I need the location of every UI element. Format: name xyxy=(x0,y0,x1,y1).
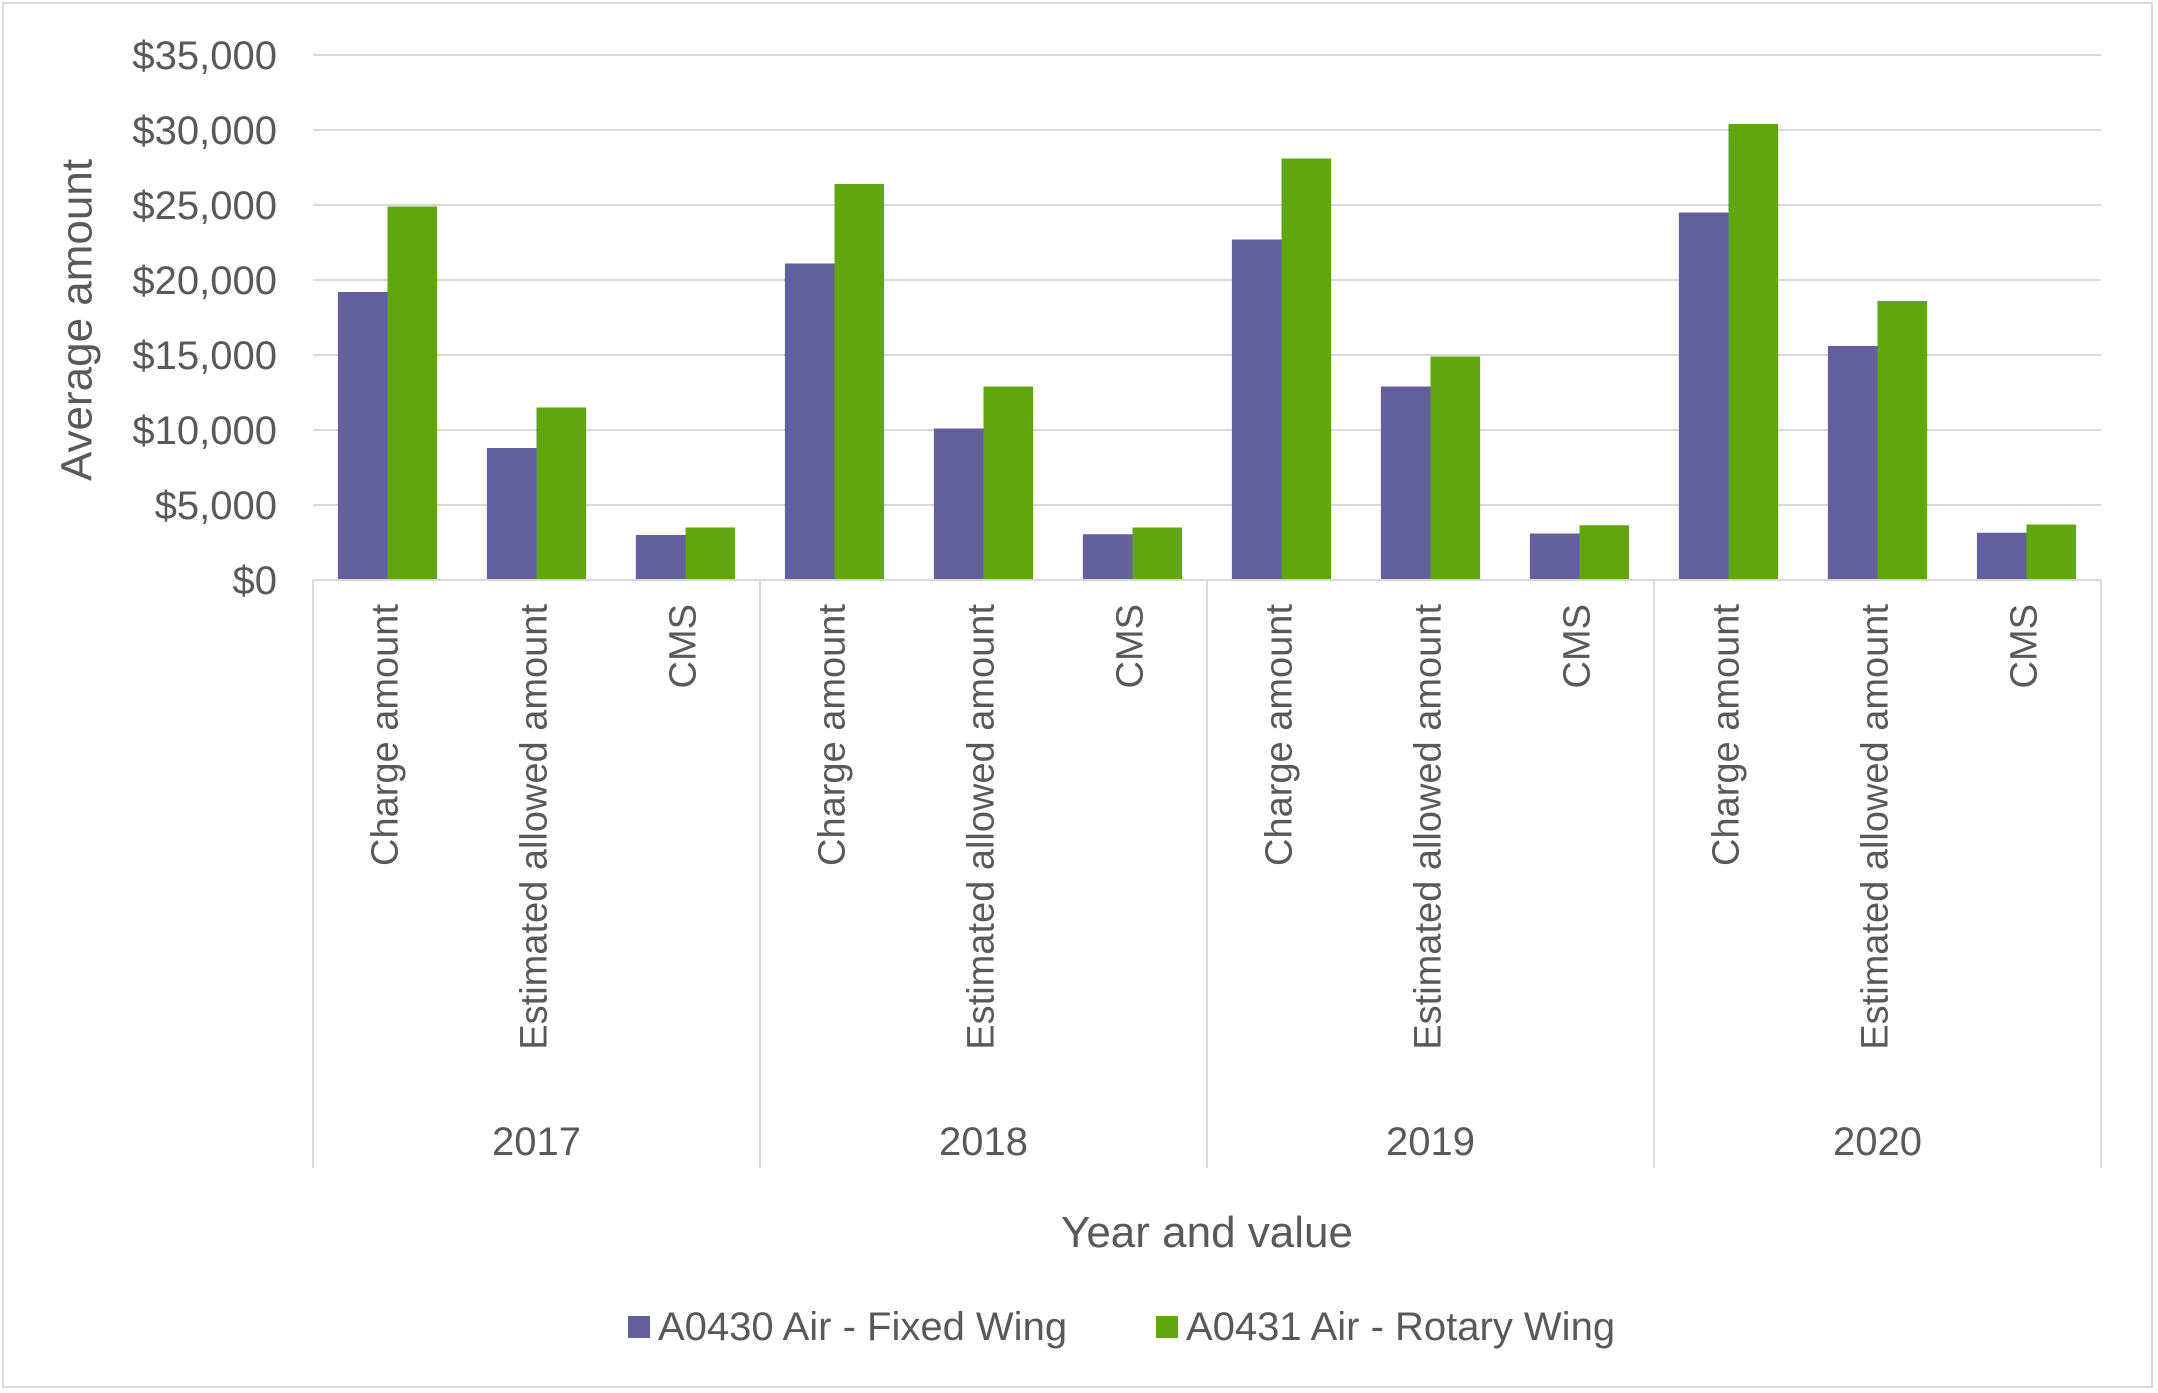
year-label-2017: 2017 xyxy=(492,1120,581,1164)
bar-fixed-wing-2017-3 xyxy=(635,535,686,580)
bar-fixed-wing-2019-1 xyxy=(1231,239,1282,580)
bar-fixed-wing-2019-2 xyxy=(1380,386,1431,580)
legend: A0430 Air - Fixed Wing A0431 Air - Rotar… xyxy=(628,1305,1615,1349)
bar-fixed-wing-2018-2 xyxy=(933,428,984,580)
bar-rotary-wing-2018-3 xyxy=(1132,527,1183,580)
y-tick-label: $5,000 xyxy=(155,484,277,528)
category-label: CMS xyxy=(663,604,705,688)
category-label: Charge amount xyxy=(365,604,407,866)
bar-fixed-wing-2018-3 xyxy=(1082,534,1133,580)
y-tick-label: $15,000 xyxy=(132,334,277,378)
y-axis-title: Average amount xyxy=(53,159,102,481)
bar-rotary-wing-2018-1 xyxy=(834,184,885,580)
category-label: Estimated allowed amount xyxy=(1408,604,1450,1050)
legend-label-fixed-wing: A0430 Air - Fixed Wing xyxy=(658,1305,1067,1349)
bar-fixed-wing-2020-3 xyxy=(1976,532,2027,580)
category-label: CMS xyxy=(1557,604,1599,688)
year-label-2018: 2018 xyxy=(939,1120,1028,1164)
bar-fixed-wing-2018-1 xyxy=(784,263,835,580)
category-label: Charge amount xyxy=(1259,604,1301,866)
bar-fixed-wing-2020-1 xyxy=(1678,212,1729,580)
category-label: Charge amount xyxy=(1706,604,1748,866)
bars xyxy=(337,124,2077,580)
y-tick-label: $25,000 xyxy=(132,184,277,228)
y-axis-tick-labels: $0 $5,000 $10,000 $15,000 $20,000 $25,000 $30,… xyxy=(132,34,277,603)
bar-fixed-wing-2020-2 xyxy=(1827,346,1878,580)
bar-rotary-wing-2019-3 xyxy=(1579,525,1630,580)
bar-fixed-wing-2019-3 xyxy=(1529,533,1580,580)
legend-swatch-fixed-wing xyxy=(628,1316,650,1338)
gridlines xyxy=(313,54,2101,506)
year-label-2020: 2020 xyxy=(1833,1120,1922,1164)
x-axis-title: Year and value xyxy=(1061,1208,1353,1257)
bar-rotary-wing-2020-2 xyxy=(1877,301,1928,580)
bar-rotary-wing-2017-2 xyxy=(536,407,587,580)
y-tick-label: $30,000 xyxy=(132,109,277,153)
y-tick-label: $20,000 xyxy=(132,259,277,303)
bar-rotary-wing-2017-3 xyxy=(685,527,736,580)
bar-rotary-wing-2019-1 xyxy=(1281,158,1332,580)
year-label-2019: 2019 xyxy=(1386,1120,1475,1164)
y-tick-label: $10,000 xyxy=(132,409,277,453)
category-label: Charge amount xyxy=(812,604,854,866)
bar-rotary-wing-2019-2 xyxy=(1430,356,1481,580)
category-label: CMS xyxy=(2004,604,2046,688)
bar-rotary-wing-2020-1 xyxy=(1728,124,1779,580)
bar-rotary-wing-2017-1 xyxy=(387,206,438,580)
category-label: Estimated allowed amount xyxy=(514,604,556,1050)
y-tick-label: $0 xyxy=(233,559,278,603)
legend-label-rotary-wing: A0431 Air - Rotary Wing xyxy=(1186,1305,1615,1349)
year-labels: 2017 2018 2019 2020 xyxy=(492,1120,1922,1164)
category-label: CMS xyxy=(1110,604,1152,688)
x-axis xyxy=(312,579,2102,1168)
legend-swatch-rotary-wing xyxy=(1156,1316,1178,1338)
category-label: Estimated allowed amount xyxy=(1855,604,1897,1050)
bar-rotary-wing-2018-2 xyxy=(983,386,1034,580)
y-tick-label: $35,000 xyxy=(132,34,277,78)
bar-rotary-wing-2020-3 xyxy=(2026,524,2077,580)
bar-fixed-wing-2017-1 xyxy=(337,292,388,580)
bar-fixed-wing-2017-2 xyxy=(486,448,537,580)
category-labels: Charge amount Estimated allowed amount CMS… xyxy=(365,604,2046,1050)
category-label: Estimated allowed amount xyxy=(961,604,1003,1050)
